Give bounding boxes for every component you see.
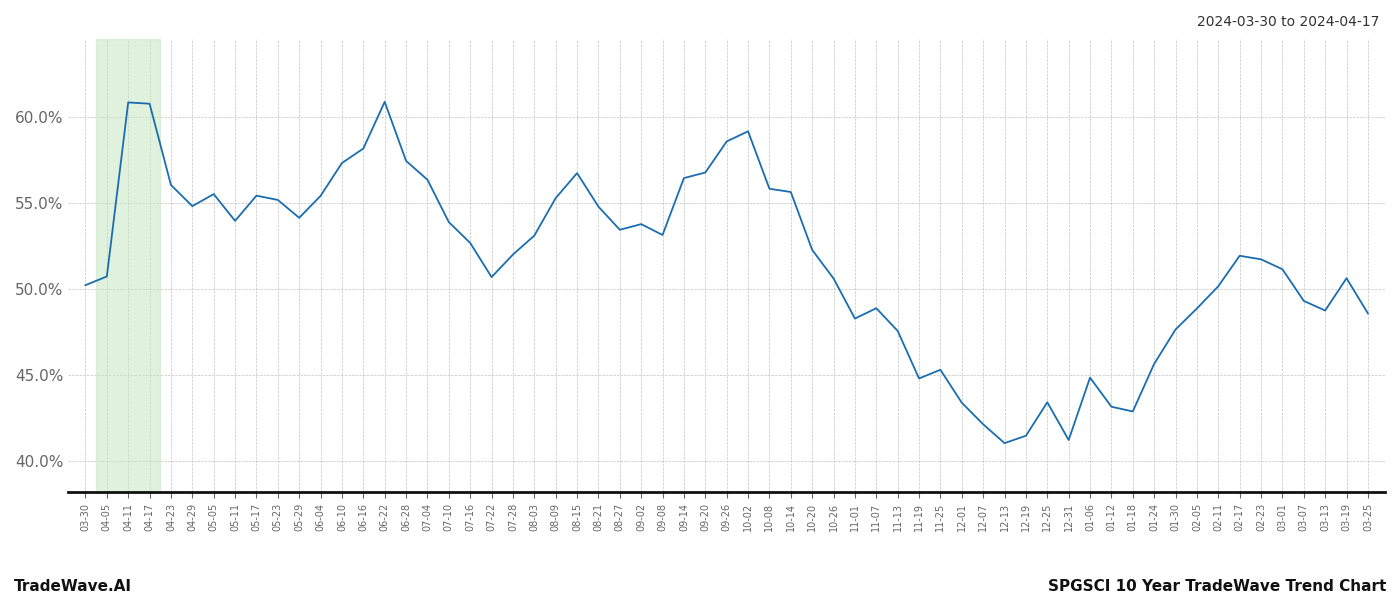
Bar [97,39,160,492]
Text: TradeWave.AI: TradeWave.AI [14,579,132,594]
Text: 2024-03-30 to 2024-04-17: 2024-03-30 to 2024-04-17 [1197,15,1379,29]
Text: SPGSCI 10 Year TradeWave Trend Chart: SPGSCI 10 Year TradeWave Trend Chart [1047,579,1386,594]
